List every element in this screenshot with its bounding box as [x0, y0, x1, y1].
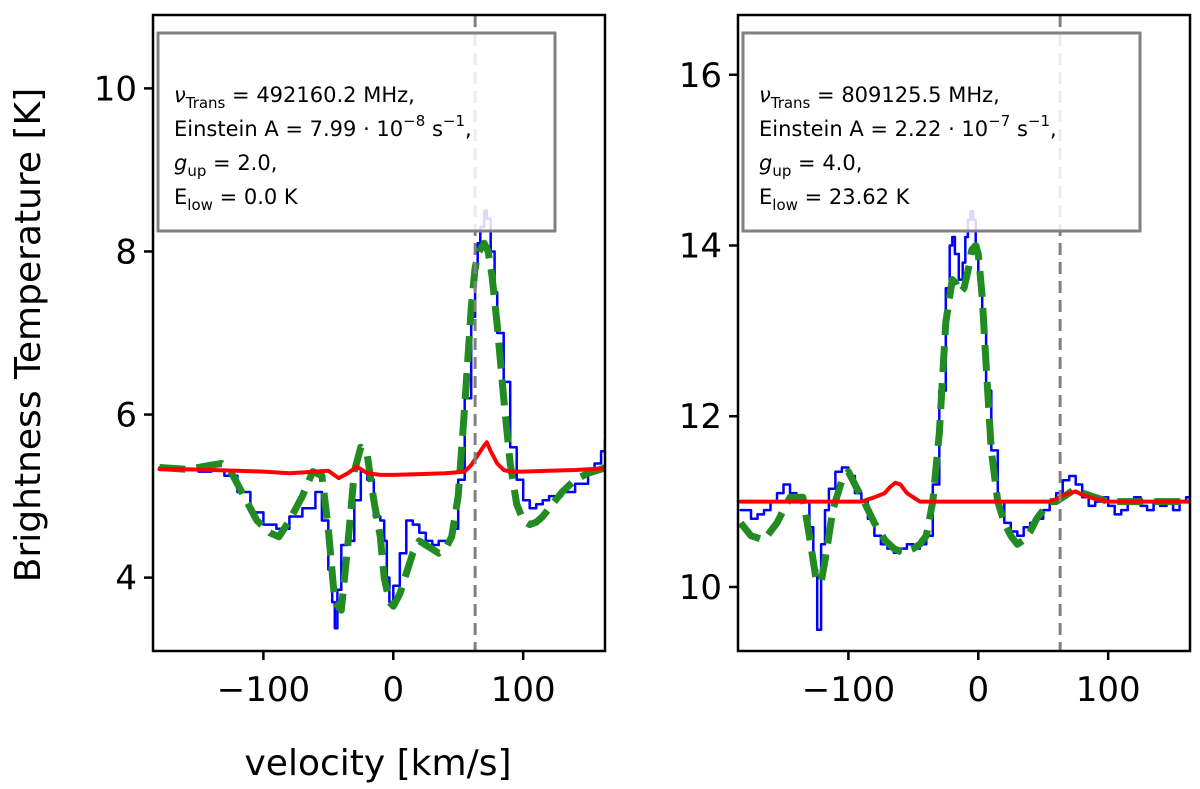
- right-annotation-frame: [741, 31, 1142, 233]
- right-ann-einstein-unit: s: [1010, 117, 1028, 141]
- left-x-tick-label: 0: [382, 670, 404, 710]
- right-y-tick-label: 12: [679, 397, 722, 437]
- right-ann-gup-sym: g: [759, 151, 772, 175]
- left-y-tick-label: 8: [115, 232, 137, 272]
- right-ann-freq-sym: ν: [759, 83, 771, 107]
- right-series-2-line: [738, 480, 1190, 504]
- left-x-tick-label: −100: [217, 670, 310, 710]
- right-x-tick-label: 100: [1076, 670, 1141, 710]
- left-ann-einstein-unit-exp: −1: [443, 112, 465, 130]
- right-plot-frame: [736, 13, 1192, 653]
- right-ann-einstein-unit-exp: −1: [1028, 112, 1050, 130]
- left-ann-elow-sym: E: [174, 185, 187, 209]
- right-ann-elow-sub: low: [772, 196, 798, 214]
- y-axis-label: Brightness Temperature [K]: [8, 88, 49, 582]
- left-ann-freq-sub: Trans: [185, 94, 226, 112]
- left-series-1-line: [159, 239, 605, 614]
- left-y-tick-label: 4: [115, 559, 137, 599]
- svg-text:Elow = 0.0 K: Elow = 0.0 K: [174, 185, 299, 214]
- right-x-tick-label: −100: [802, 670, 895, 710]
- left-series-2-line: [157, 440, 605, 481]
- left-y-tick-label: 6: [115, 396, 137, 436]
- right-ann-elow-sym: E: [759, 185, 772, 209]
- right-panel: −100 0 100 10 12 14 16 νTrans = 809125.5 MHz, …: [679, 13, 1192, 710]
- svg-text:gup = 4.0,: gup = 4.0,: [759, 151, 862, 180]
- right-ann-elow-val: = 23.62 K: [798, 185, 911, 209]
- right-ann-freq-sub: Trans: [770, 94, 811, 112]
- svg-text:νTrans = 809125.5 MHz,: νTrans = 809125.5 MHz,: [759, 83, 1000, 112]
- right-ann-einstein-end: ,: [1050, 117, 1057, 141]
- left-ann-einstein-label: Einstein A = 7.99 · 10: [174, 117, 403, 141]
- x-axis-label: velocity [km/s]: [244, 743, 511, 784]
- right-x-tick-label: 0: [967, 670, 989, 710]
- right-annotation-box: νTrans = 809125.5 MHz, Einstein A = 2.22…: [741, 31, 1142, 233]
- right-y-tick-label: 10: [679, 568, 722, 608]
- left-ann-gup-val: = 2.0,: [206, 151, 277, 175]
- left-ann-freq-val: = 492160.2 MHz,: [225, 83, 414, 107]
- left-ann-elow-sub: low: [187, 196, 213, 214]
- left-ann-freq-sym: ν: [174, 83, 186, 107]
- right-series-0-line: [739, 210, 1190, 631]
- left-ann-einstein-end: ,: [465, 117, 472, 141]
- left-plot-frame: [151, 13, 607, 653]
- left-ann-einstein-unit: s: [425, 117, 443, 141]
- left-ann-einstein-exp: −8: [403, 112, 425, 130]
- right-ann-einstein-exp: −7: [988, 112, 1010, 130]
- right-ann-einstein-label: Einstein A = 2.22 · 10: [759, 117, 988, 141]
- right-ann-freq-val: = 809125.5 MHz,: [810, 83, 999, 107]
- right-ticks: −100 0 100 10 12 14 16: [679, 56, 1141, 710]
- right-y-tick-label: 16: [679, 56, 722, 96]
- left-ann-gup-sub: up: [187, 162, 206, 180]
- left-annotation-box: νTrans = 492160.2 MHz, Einstein A = 7.99…: [156, 31, 557, 233]
- left-x-tick-label: 100: [491, 670, 556, 710]
- right-ann-gup-sub: up: [772, 162, 791, 180]
- left-ticks: −100 0 100 4 6 8 10: [94, 69, 556, 710]
- left-panel: −100 0 100 4 6 8 10 νTrans = 492160.2 MHz, Ein…: [94, 13, 607, 710]
- left-series-0-line: [158, 209, 605, 630]
- left-y-tick-label: 10: [94, 69, 137, 109]
- svg-text:gup = 2.0,: gup = 2.0,: [174, 151, 277, 180]
- right-series-1-line: [738, 242, 1190, 587]
- svg-text:νTrans = 492160.2 MHz,: νTrans = 492160.2 MHz,: [174, 83, 415, 112]
- right-y-tick-label: 14: [679, 226, 722, 266]
- left-ann-gup-sym: g: [174, 151, 187, 175]
- left-ann-elow-val: = 0.0 K: [213, 185, 299, 209]
- svg-text:Einstein A = 7.99 · 10−8 s−1,: Einstein A = 7.99 · 10−8 s−1,: [174, 112, 472, 141]
- svg-text:Einstein A = 2.22 · 10−7 s−1,: Einstein A = 2.22 · 10−7 s−1,: [759, 112, 1057, 141]
- left-annotation-frame: [156, 31, 557, 233]
- svg-text:Elow = 23.62 K: Elow = 23.62 K: [759, 185, 911, 214]
- right-ann-gup-val: = 4.0,: [791, 151, 862, 175]
